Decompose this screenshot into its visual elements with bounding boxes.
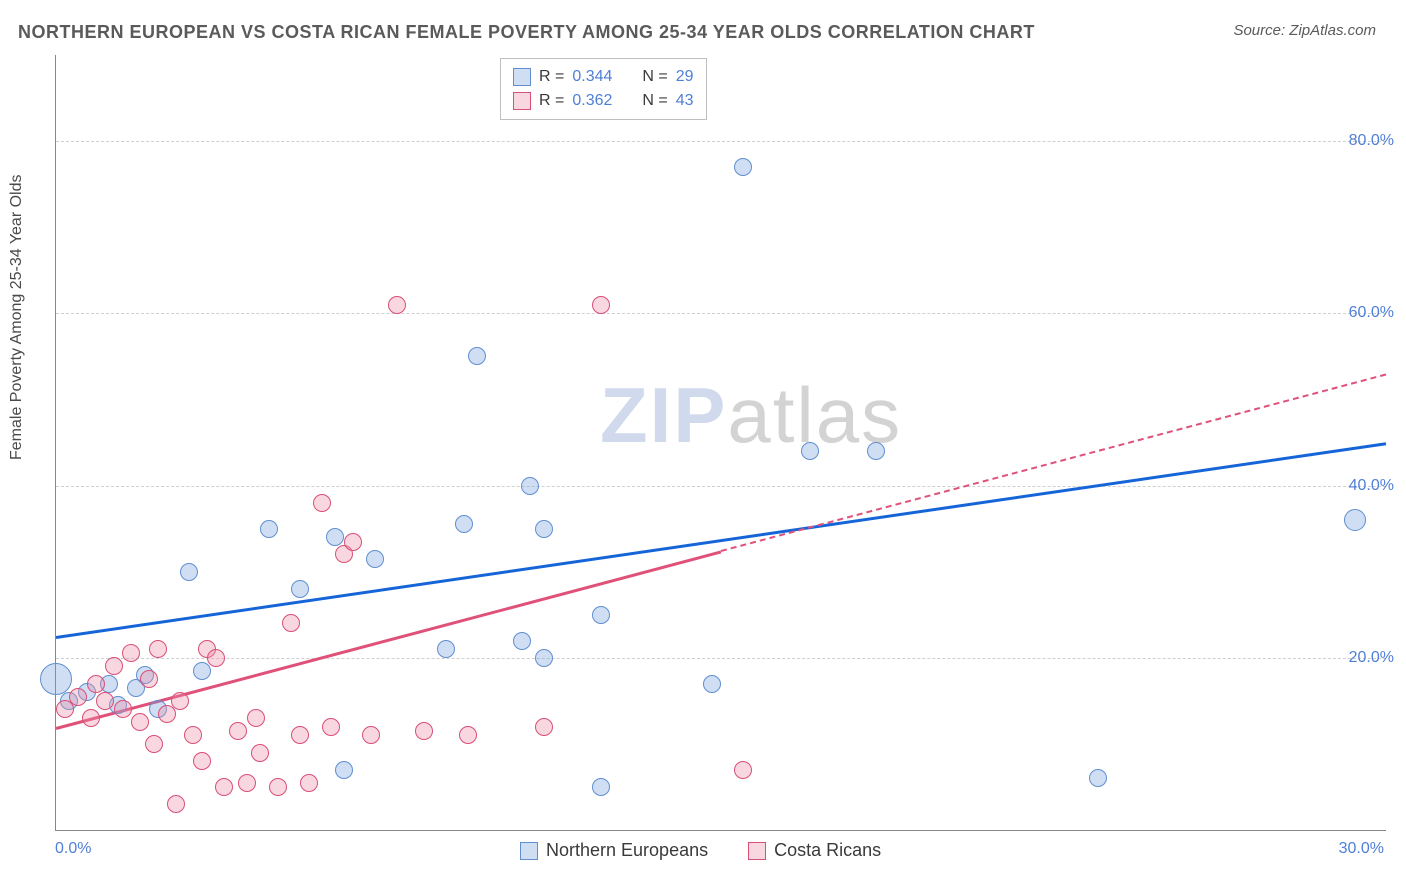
data-point-costa (459, 726, 477, 744)
data-point-costa (229, 722, 247, 740)
data-point-costa (145, 735, 163, 753)
data-point-northern (260, 520, 278, 538)
data-point-costa (535, 718, 553, 736)
trend-line (721, 374, 1387, 552)
source-label: Source: ZipAtlas.com (1233, 22, 1376, 39)
data-point-costa (269, 778, 287, 796)
data-point-northern (335, 761, 353, 779)
y-tick-label: 20.0% (1349, 649, 1394, 667)
data-point-costa (291, 726, 309, 744)
legend-swatch (513, 68, 531, 86)
correlation-legend: R = 0.344 N = 29 R = 0.362 N = 43 (500, 58, 707, 120)
data-point-northern (1089, 769, 1107, 787)
n-value: 43 (676, 89, 694, 113)
data-point-northern (535, 520, 553, 538)
data-point-costa (388, 296, 406, 314)
y-tick-label: 80.0% (1349, 132, 1394, 150)
data-point-northern (801, 442, 819, 460)
data-point-costa (362, 726, 380, 744)
y-tick-label: 40.0% (1349, 477, 1394, 495)
data-point-costa (149, 640, 167, 658)
data-point-northern (535, 649, 553, 667)
legend-correlation-row: R = 0.362 N = 43 (513, 89, 694, 113)
data-point-costa (238, 774, 256, 792)
data-point-northern (180, 563, 198, 581)
y-axis-label: Female Poverty Among 25-34 Year Olds (8, 175, 26, 461)
data-point-northern (521, 477, 539, 495)
data-point-northern (468, 347, 486, 365)
data-point-costa (344, 533, 362, 551)
gridline (56, 141, 1386, 142)
data-point-northern (592, 778, 610, 796)
data-point-costa (105, 657, 123, 675)
plot-area (55, 55, 1386, 831)
legend-series-label: Costa Ricans (774, 840, 881, 861)
legend-series-item: Northern Europeans (520, 840, 708, 861)
data-point-northern (703, 675, 721, 693)
data-point-costa (322, 718, 340, 736)
data-point-northern (513, 632, 531, 650)
r-value: 0.362 (572, 89, 612, 113)
data-point-costa (247, 709, 265, 727)
y-tick-label: 60.0% (1349, 304, 1394, 322)
data-point-costa (193, 752, 211, 770)
data-point-costa (87, 675, 105, 693)
data-point-costa (282, 614, 300, 632)
data-point-costa (171, 692, 189, 710)
legend-correlation-row: R = 0.344 N = 29 (513, 65, 694, 89)
data-point-costa (131, 713, 149, 731)
data-point-costa (415, 722, 433, 740)
chart-title: NORTHERN EUROPEAN VS COSTA RICAN FEMALE … (18, 22, 1035, 43)
gridline (56, 313, 1386, 314)
data-point-costa (69, 688, 87, 706)
n-label: N = (642, 65, 667, 89)
data-point-costa (82, 709, 100, 727)
data-point-northern (40, 663, 72, 695)
data-point-costa (592, 296, 610, 314)
data-point-costa (114, 700, 132, 718)
data-point-costa (96, 692, 114, 710)
data-point-northern (437, 640, 455, 658)
n-value: 29 (676, 65, 694, 89)
legend-swatch (520, 842, 538, 860)
r-value: 0.344 (572, 65, 612, 89)
data-point-northern (366, 550, 384, 568)
n-label: N = (642, 89, 667, 113)
data-point-costa (300, 774, 318, 792)
data-point-costa (184, 726, 202, 744)
data-point-northern (592, 606, 610, 624)
data-point-northern (1344, 509, 1366, 531)
data-point-costa (140, 670, 158, 688)
legend-swatch (513, 92, 531, 110)
r-label: R = (539, 89, 564, 113)
r-label: R = (539, 65, 564, 89)
data-point-northern (326, 528, 344, 546)
data-point-costa (122, 644, 140, 662)
data-point-northern (867, 442, 885, 460)
legend-series-label: Northern Europeans (546, 840, 708, 861)
data-point-northern (455, 515, 473, 533)
data-point-costa (215, 778, 233, 796)
data-point-costa (313, 494, 331, 512)
legend-swatch (748, 842, 766, 860)
data-point-costa (207, 649, 225, 667)
data-point-costa (734, 761, 752, 779)
data-point-costa (251, 744, 269, 762)
x-tick-max: 30.0% (1339, 840, 1384, 858)
gridline (56, 658, 1386, 659)
data-point-northern (734, 158, 752, 176)
legend-series-item: Costa Ricans (748, 840, 881, 861)
x-tick-min: 0.0% (55, 840, 91, 858)
data-point-northern (291, 580, 309, 598)
gridline (56, 486, 1386, 487)
trend-line (56, 443, 1386, 640)
data-point-costa (167, 795, 185, 813)
series-legend: Northern Europeans Costa Ricans (520, 840, 881, 861)
